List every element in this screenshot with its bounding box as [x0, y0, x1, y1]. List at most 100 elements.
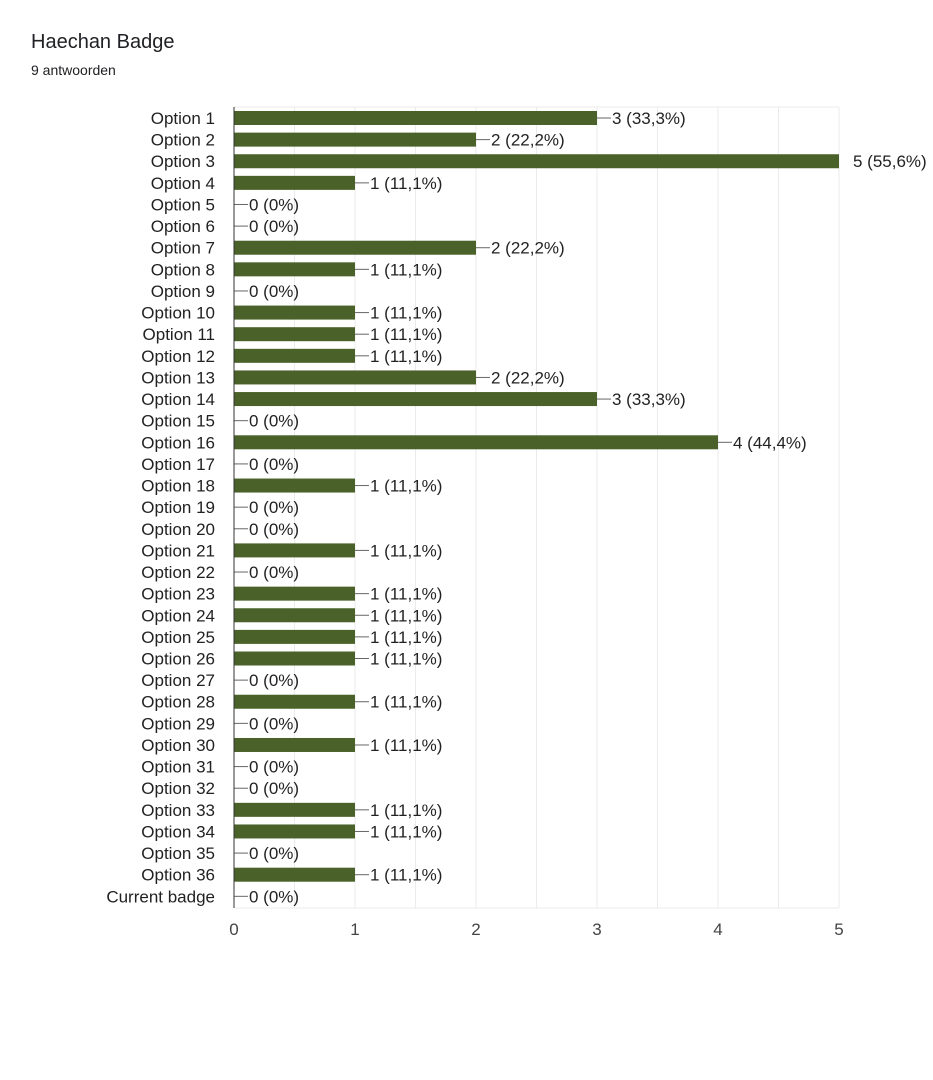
bar [234, 370, 476, 385]
data-label: 0 (0%) [249, 671, 299, 690]
bar [234, 694, 355, 709]
data-label: 0 (0%) [249, 563, 299, 582]
category-label: Option 8 [151, 260, 215, 279]
data-label: 1 (11,1%) [370, 650, 442, 669]
data-label: 0 (0%) [249, 498, 299, 517]
category-label: Option 27 [141, 671, 215, 690]
category-label: Option 18 [141, 477, 215, 496]
category-label: Option 17 [141, 455, 215, 474]
data-label: 1 (11,1%) [370, 260, 442, 279]
data-label: 5 (55,6%) [853, 152, 927, 171]
category-label: Option 12 [141, 347, 215, 366]
x-tick-label: 3 [592, 920, 601, 939]
data-label: 0 (0%) [249, 887, 299, 906]
bar [234, 543, 355, 558]
data-label: 1 (11,1%) [370, 585, 442, 604]
bar [234, 651, 355, 666]
category-label: Option 24 [141, 606, 215, 625]
data-label: 3 (33,3%) [612, 390, 686, 409]
data-label: 1 (11,1%) [370, 541, 442, 560]
category-label: Option 32 [141, 779, 215, 798]
data-label: 0 (0%) [249, 195, 299, 214]
category-label: Option 14 [141, 390, 215, 409]
category-label: Option 25 [141, 628, 215, 647]
data-label: 0 (0%) [249, 779, 299, 798]
x-tick-label: 5 [834, 920, 843, 939]
category-label: Option 19 [141, 498, 215, 517]
bar [234, 154, 839, 169]
data-label: 2 (22,2%) [491, 131, 565, 150]
bar [234, 132, 476, 147]
data-label: 1 (11,1%) [370, 606, 442, 625]
bar [234, 327, 355, 342]
bar [234, 392, 597, 407]
category-label: Option 9 [151, 282, 215, 301]
category-label: Option 28 [141, 693, 215, 712]
bar [234, 111, 597, 125]
category-label: Option 23 [141, 585, 215, 604]
category-label: Option 30 [141, 736, 215, 755]
data-label: 0 (0%) [249, 412, 299, 431]
data-label: 0 (0%) [249, 282, 299, 301]
bar [234, 305, 355, 320]
x-tick-label: 0 [229, 920, 238, 939]
data-label: 4 (44,4%) [733, 433, 807, 452]
bar [234, 348, 355, 363]
category-label: Option 13 [141, 368, 215, 387]
category-label: Option 6 [151, 217, 215, 236]
bar [234, 802, 355, 817]
data-label: 1 (11,1%) [370, 304, 442, 323]
category-label: Option 3 [151, 152, 215, 171]
category-label: Option 20 [141, 520, 215, 539]
category-label: Option 35 [141, 844, 215, 863]
x-tick-label: 2 [471, 920, 480, 939]
data-label: 1 (11,1%) [370, 347, 442, 366]
bar [234, 478, 355, 493]
bar [234, 240, 476, 255]
bar [234, 435, 718, 450]
data-label: 1 (11,1%) [370, 477, 442, 496]
category-label: Option 26 [141, 650, 215, 669]
category-label: Option 22 [141, 563, 215, 582]
data-label: 2 (22,2%) [491, 368, 565, 387]
bar [234, 608, 355, 623]
category-label: Option 36 [141, 866, 215, 885]
category-label: Option 21 [141, 541, 215, 560]
data-label: 3 (33,3%) [612, 109, 686, 128]
chart-title: Haechan Badge [31, 31, 175, 53]
data-label: 0 (0%) [249, 844, 299, 863]
x-tick-label: 1 [350, 920, 359, 939]
category-label: Option 2 [151, 131, 215, 150]
data-label: 0 (0%) [249, 217, 299, 236]
category-label: Option 7 [151, 239, 215, 258]
data-label: 1 (11,1%) [370, 174, 442, 193]
category-label: Option 10 [141, 304, 215, 323]
data-label: 1 (11,1%) [370, 866, 442, 885]
data-label: 1 (11,1%) [370, 693, 442, 712]
data-label: 1 (11,1%) [370, 628, 442, 647]
category-label: Option 5 [151, 195, 215, 214]
data-label: 1 (11,1%) [370, 822, 442, 841]
category-label: Option 11 [143, 325, 215, 344]
bar [234, 824, 355, 839]
response-count: 9 antwoorden [31, 62, 116, 78]
data-label: 0 (0%) [249, 520, 299, 539]
data-label: 2 (22,2%) [491, 239, 565, 258]
data-label: 0 (0%) [249, 455, 299, 474]
category-label: Option 15 [141, 412, 215, 431]
category-label: Option 34 [141, 822, 215, 841]
bar [234, 586, 355, 601]
category-label: Option 4 [151, 174, 215, 193]
data-label: 0 (0%) [249, 758, 299, 777]
bar [234, 262, 355, 277]
bar [234, 737, 355, 752]
data-label: 0 (0%) [249, 714, 299, 733]
category-label: Option 29 [141, 714, 215, 733]
bar [234, 175, 355, 190]
category-label: Option 1 [151, 109, 215, 128]
bar [234, 867, 355, 882]
category-label: Option 33 [141, 801, 215, 820]
category-label: Option 16 [141, 433, 215, 452]
data-label: 1 (11,1%) [370, 325, 442, 344]
